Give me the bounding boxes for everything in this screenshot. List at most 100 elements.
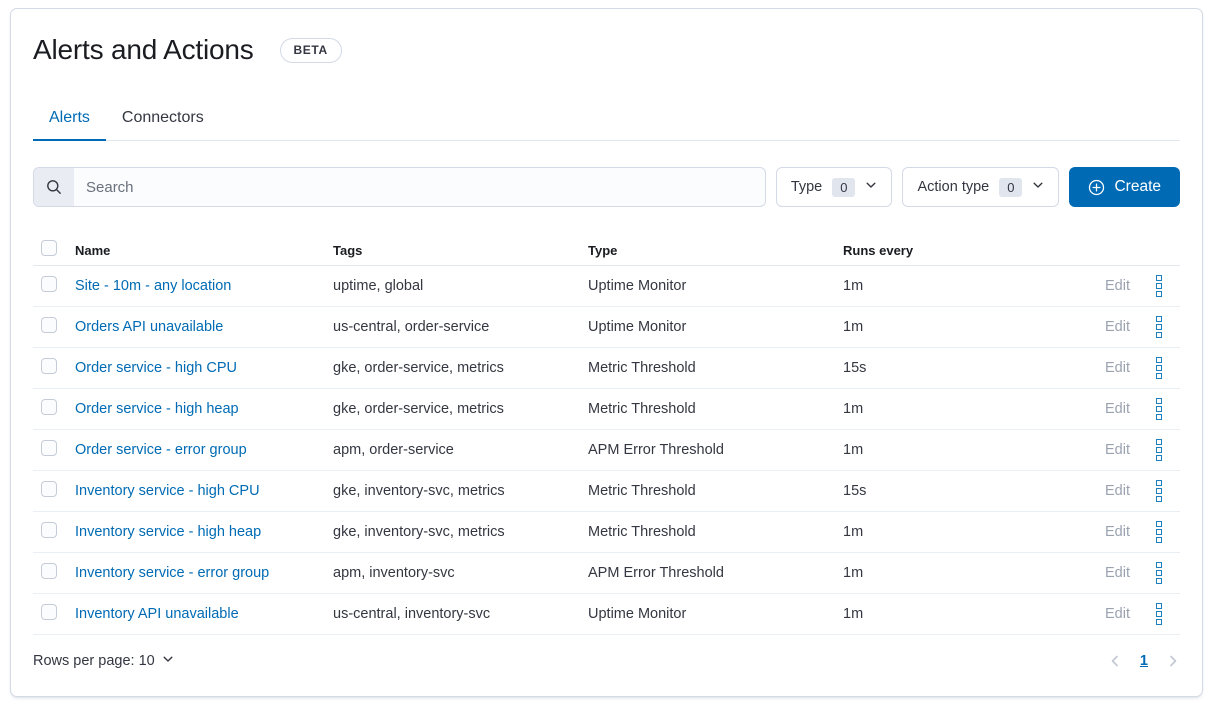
kebab-menu-icon[interactable] xyxy=(1154,314,1164,340)
alert-name-link[interactable]: Order service - error group xyxy=(75,442,247,458)
runs-every-cell: 1m xyxy=(843,606,864,622)
row-checkbox[interactable] xyxy=(41,604,57,620)
type-cell: Metric Threshold xyxy=(588,524,696,540)
action-type-filter-count: 0 xyxy=(999,177,1023,197)
toolbar: Type 0 Action type 0 Create xyxy=(33,167,1180,207)
kebab-menu-icon[interactable] xyxy=(1154,601,1164,627)
edit-button[interactable]: Edit xyxy=(1105,606,1130,622)
row-checkbox[interactable] xyxy=(41,481,57,497)
table-body: Site - 10m - any location uptime, global… xyxy=(33,266,1180,635)
alert-name-link[interactable]: Inventory API unavailable xyxy=(75,606,239,622)
tab-connectors[interactable]: Connectors xyxy=(121,109,204,126)
row-checkbox[interactable] xyxy=(41,276,57,292)
table-row: Inventory API unavailable us-central, in… xyxy=(33,594,1180,635)
row-checkbox[interactable] xyxy=(41,317,57,333)
tags-cell: gke, order-service, metrics xyxy=(333,401,504,417)
column-header-type: Type xyxy=(588,242,618,258)
alert-name-link[interactable]: Site - 10m - any location xyxy=(75,278,232,294)
edit-button[interactable]: Edit xyxy=(1105,565,1130,581)
edit-button[interactable]: Edit xyxy=(1105,360,1130,376)
tags-cell: uptime, global xyxy=(333,278,424,294)
tags-cell: apm, order-service xyxy=(333,442,454,458)
table-row: Site - 10m - any location uptime, global… xyxy=(33,266,1180,307)
kebab-menu-icon[interactable] xyxy=(1154,560,1164,586)
table-row: Order service - high heap gke, order-ser… xyxy=(33,389,1180,430)
type-cell: Uptime Monitor xyxy=(588,319,687,335)
next-page-icon[interactable] xyxy=(1166,654,1180,668)
page-header: Alerts and Actions BETA xyxy=(33,33,1180,67)
chevron-down-icon xyxy=(865,179,877,195)
edit-button[interactable]: Edit xyxy=(1105,524,1130,540)
type-filter-button[interactable]: Type 0 xyxy=(775,167,893,207)
tags-cell: gke, order-service, metrics xyxy=(333,360,504,376)
kebab-menu-icon[interactable] xyxy=(1154,355,1164,381)
action-type-filter-label: Action type xyxy=(917,179,990,195)
row-checkbox[interactable] xyxy=(41,399,57,415)
runs-every-cell: 1m xyxy=(843,524,864,540)
row-checkbox[interactable] xyxy=(41,358,57,374)
search-input[interactable] xyxy=(74,168,765,206)
page-title: Alerts and Actions xyxy=(33,34,254,65)
tags-cell: gke, inventory-svc, metrics xyxy=(333,483,505,499)
runs-every-cell: 1m xyxy=(843,442,864,458)
edit-button[interactable]: Edit xyxy=(1105,483,1130,499)
table-footer: Rows per page: 10 1 xyxy=(33,653,1180,669)
alert-name-link[interactable]: Inventory service - high heap xyxy=(75,524,262,540)
table-row: Inventory service - high CPU gke, invent… xyxy=(33,471,1180,512)
kebab-menu-icon[interactable] xyxy=(1154,519,1164,545)
kebab-menu-icon[interactable] xyxy=(1154,478,1164,504)
tags-cell: apm, inventory-svc xyxy=(333,565,455,581)
runs-every-cell: 1m xyxy=(843,319,864,335)
tab-alerts[interactable]: Alerts xyxy=(33,108,106,141)
tags-cell: us-central, order-service xyxy=(333,319,490,335)
column-header-name: Name xyxy=(75,242,111,258)
type-filter-label: Type xyxy=(790,179,823,195)
row-checkbox[interactable] xyxy=(41,440,57,456)
type-cell: Metric Threshold xyxy=(588,483,696,499)
edit-button[interactable]: Edit xyxy=(1105,319,1130,335)
kebab-menu-icon[interactable] xyxy=(1154,437,1164,463)
runs-every-cell: 1m xyxy=(843,278,864,294)
page-number[interactable]: 1 xyxy=(1139,653,1148,669)
alert-name-link[interactable]: Inventory service - high CPU xyxy=(75,483,260,499)
runs-every-cell: 15s xyxy=(843,360,867,376)
create-button[interactable]: Create xyxy=(1069,167,1180,207)
plus-circle-icon xyxy=(1088,179,1105,196)
type-cell: Metric Threshold xyxy=(588,360,696,376)
search-icon xyxy=(34,168,74,206)
runs-every-cell: 1m xyxy=(843,565,864,581)
type-cell: Uptime Monitor xyxy=(588,278,687,294)
edit-button[interactable]: Edit xyxy=(1105,278,1130,294)
rows-per-page-button[interactable]: Rows per page: 10 xyxy=(33,653,174,669)
beta-badge: BETA xyxy=(279,37,342,63)
tab-bar: Alerts Connectors xyxy=(33,108,1180,141)
alert-name-link[interactable]: Inventory service - error group xyxy=(75,565,270,581)
edit-button[interactable]: Edit xyxy=(1105,401,1130,417)
alert-name-link[interactable]: Order service - high CPU xyxy=(75,360,237,376)
type-cell: APM Error Threshold xyxy=(588,565,724,581)
row-checkbox[interactable] xyxy=(41,522,57,538)
table-row: Inventory service - error group apm, inv… xyxy=(33,553,1180,594)
kebab-menu-icon[interactable] xyxy=(1154,396,1164,422)
search-field xyxy=(33,167,766,207)
column-header-tags: Tags xyxy=(333,242,363,258)
chevron-down-icon xyxy=(1032,179,1044,195)
table-row: Order service - error group apm, order-s… xyxy=(33,430,1180,471)
edit-button[interactable]: Edit xyxy=(1105,442,1130,458)
kebab-menu-icon[interactable] xyxy=(1154,273,1164,299)
type-cell: Uptime Monitor xyxy=(588,606,687,622)
column-header-runs-every: Runs every xyxy=(843,242,914,258)
alerts-table: Name Tags Type Runs every Site - 10m - a… xyxy=(33,235,1180,635)
table-row: Orders API unavailable us-central, order… xyxy=(33,307,1180,348)
pagination: 1 xyxy=(1108,653,1180,669)
previous-page-icon[interactable] xyxy=(1108,654,1122,668)
alert-name-link[interactable]: Order service - high heap xyxy=(75,401,239,417)
table-row: Inventory service - high heap gke, inven… xyxy=(33,512,1180,553)
action-type-filter-button[interactable]: Action type 0 xyxy=(902,167,1060,207)
row-checkbox[interactable] xyxy=(41,563,57,579)
alert-name-link[interactable]: Orders API unavailable xyxy=(75,319,224,335)
create-button-label: Create xyxy=(1114,178,1161,195)
select-all-checkbox[interactable] xyxy=(41,240,57,256)
tags-cell: gke, inventory-svc, metrics xyxy=(333,524,505,540)
rows-per-page-label: Rows per page: 10 xyxy=(33,653,155,669)
